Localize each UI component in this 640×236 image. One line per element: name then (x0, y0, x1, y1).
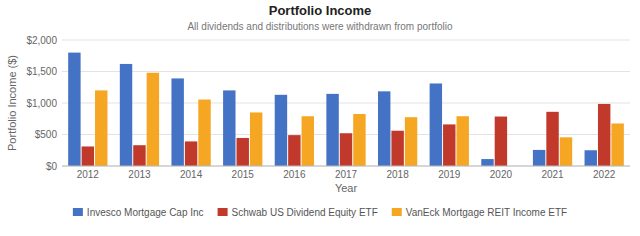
bars (68, 53, 624, 166)
bar-series (68, 53, 597, 166)
bar (481, 159, 493, 166)
legend-swatch (392, 208, 402, 216)
bar (120, 64, 132, 166)
legend-swatch (73, 208, 83, 216)
bar (560, 137, 572, 166)
y-tick-label: $1,500 (26, 66, 57, 77)
bar (82, 146, 94, 166)
bar (378, 91, 390, 166)
legend-item: Schwab US Dividend Equity ETF (218, 207, 378, 218)
legend-label: Invesco Mortgage Cap Inc (87, 207, 204, 218)
x-tick-label: 2018 (387, 169, 410, 180)
bar (171, 78, 183, 166)
x-tick-label: 2012 (77, 169, 100, 180)
chart-subtitle: All dividends and distributions were wit… (187, 21, 453, 32)
y-tick-label: $500 (35, 129, 58, 140)
legend-label: Schwab US Dividend Equity ETF (232, 207, 378, 218)
bar (456, 116, 468, 166)
bar (443, 124, 455, 166)
bar (250, 112, 262, 166)
bar (147, 73, 159, 166)
bar (405, 117, 417, 166)
x-tick-label: 2020 (490, 169, 513, 180)
legend-item: VanEck Mortgage REIT Income ETF (392, 207, 567, 218)
x-tick-label: 2022 (593, 169, 616, 180)
y-axis-label: Portfolio Income ($) (6, 55, 18, 151)
bar (340, 133, 352, 166)
bar (133, 145, 145, 166)
bar (533, 150, 545, 166)
legend-swatch (218, 208, 228, 216)
bar (198, 100, 210, 166)
bar (353, 114, 365, 166)
x-tick-label: 2014 (180, 169, 203, 180)
bar (237, 138, 249, 166)
page: {"chart_data": { "type": "bar", "title":… (0, 0, 640, 236)
y-tick-label: $0 (46, 161, 58, 172)
bar (223, 90, 235, 166)
x-tick-label: 2017 (335, 169, 358, 180)
bar (68, 53, 80, 166)
bar (302, 116, 314, 166)
chart-container: Portfolio Income All dividends and distri… (0, 0, 640, 236)
x-tick-label: 2013 (128, 169, 151, 180)
bar (585, 150, 597, 166)
grid-line (62, 40, 630, 41)
bar (598, 104, 610, 166)
bar (326, 94, 338, 166)
bar-series (82, 104, 611, 166)
y-grid (62, 40, 630, 166)
grid-line (62, 166, 630, 167)
legend: Invesco Mortgage Cap Inc Schwab US Divide… (73, 207, 567, 218)
x-tick-label: 2015 (232, 169, 255, 180)
bar (495, 117, 507, 166)
bar (611, 123, 623, 166)
legend-item: Invesco Mortgage Cap Inc (73, 207, 204, 218)
x-tick-label: 2019 (438, 169, 461, 180)
bar (275, 95, 287, 166)
bar (95, 90, 107, 166)
y-tick-label: $2,000 (26, 35, 57, 46)
chart-svg: Portfolio Income All dividends and distri… (0, 0, 640, 236)
x-axis-label: Year (335, 182, 358, 194)
bar (185, 141, 197, 166)
chart-title: Portfolio Income (269, 3, 372, 18)
bar (546, 112, 558, 166)
bar (288, 135, 300, 166)
bar (391, 131, 403, 166)
y-tick-label: $1,000 (26, 98, 57, 109)
x-tick-label: 2021 (541, 169, 564, 180)
bar-series (95, 73, 624, 166)
x-tick-label: 2016 (283, 169, 306, 180)
x-axis-line (62, 166, 630, 167)
grid-line (62, 71, 630, 72)
legend-label: VanEck Mortgage REIT Income ETF (406, 207, 567, 218)
bar (430, 83, 442, 166)
